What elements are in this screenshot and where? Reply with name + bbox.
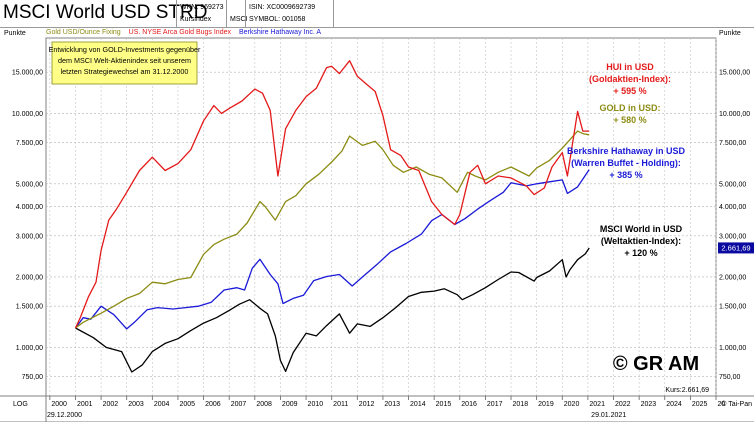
start-date-label: 29.12.2000 bbox=[47, 412, 82, 419]
y-tick-label-right: 750,00 bbox=[719, 374, 741, 381]
annotation-line-msci: + 120 % bbox=[624, 248, 657, 258]
x-tick-label: 2009 bbox=[282, 401, 298, 408]
x-tick-label: 2007 bbox=[231, 401, 247, 408]
annotation-line-hui: + 595 % bbox=[613, 86, 646, 96]
x-tick-label: 2025 bbox=[692, 401, 708, 408]
x-tick-label: 2011 bbox=[333, 401, 348, 408]
annotation-line-msci: (Weltaktien-Index): bbox=[601, 236, 681, 246]
y-tick-label-right: 1.000,00 bbox=[719, 345, 746, 352]
last-price-label: Kurs:2.661,69 bbox=[665, 387, 709, 394]
series-line-hui bbox=[74, 60, 590, 329]
x-tick-label: 2024 bbox=[666, 401, 682, 408]
annotation-msci: MSCI World in USD (Weltaktien-Index): + 12… bbox=[600, 224, 683, 258]
x-tick-label: 2010 bbox=[308, 401, 324, 408]
x-tick-label: 2019 bbox=[538, 401, 554, 408]
annotation-line-gold: + 580 % bbox=[613, 115, 646, 125]
symbol-label: SYMBOL: 001058 bbox=[249, 16, 306, 23]
x-tick-label: 2005 bbox=[179, 401, 195, 408]
plot-area bbox=[45, 37, 717, 397]
end-date-label: 29.01.2021 bbox=[591, 412, 626, 419]
log-scale-label: LOG bbox=[13, 401, 28, 408]
y-tick-label-right: 3.000,00 bbox=[719, 233, 746, 240]
y-axis-label-right: Punkte bbox=[719, 30, 741, 37]
wkn-label: WKN: 969273 bbox=[180, 4, 224, 11]
y-tick-label-right: 2.000,00 bbox=[719, 274, 746, 281]
x-tick-label: 2022 bbox=[615, 401, 631, 408]
annotation-line-brk: Berkshire Hathaway in USD bbox=[567, 146, 686, 156]
x-tick-label: 2018 bbox=[513, 401, 529, 408]
index-type-label: Kursindex bbox=[180, 16, 212, 23]
y-tick-label-left: 2.000,00 bbox=[16, 274, 43, 281]
y-tick-label-right: 5.000,00 bbox=[719, 181, 746, 188]
x-tick-label: 2004 bbox=[154, 401, 170, 408]
annotation-line-hui: (Goldaktien-Index): bbox=[589, 74, 671, 84]
y-tick-label-left: 1.500,00 bbox=[16, 304, 43, 311]
y-tick-label-left: 4.000,00 bbox=[16, 204, 43, 211]
annotation-line-brk: (Warren Buffet - Holding): bbox=[571, 158, 681, 168]
annotation-gold: GOLD in USD: + 580 % bbox=[600, 103, 661, 125]
x-tick-label: 2000 bbox=[51, 401, 67, 408]
legend-entry-brk: Berkshire Hathaway Inc. A bbox=[238, 29, 322, 36]
y-tick-label-left: 5.000,00 bbox=[16, 181, 43, 188]
copyright-watermark: © GR AM bbox=[613, 353, 699, 375]
y-tick-label-right: 10.000,00 bbox=[719, 111, 750, 118]
header-divider bbox=[245, 0, 246, 27]
last-price-badge bbox=[718, 242, 754, 254]
y-tick-label-right: 1.500,00 bbox=[719, 304, 746, 311]
strategy-note-box bbox=[51, 41, 198, 85]
annotation-line-brk: + 385 % bbox=[609, 170, 642, 180]
series-legend: Gold USD/Ounce Fixing US. NYSE Arca Gold… bbox=[46, 28, 321, 38]
y-tick-label-left: 750,00 bbox=[22, 374, 44, 381]
legend-entry-hui: US. NYSE Arca Gold Bugs Index bbox=[128, 29, 231, 36]
header-divider bbox=[176, 0, 177, 27]
header-bar: MSCI World USD STRD WKN: 969273 Kursinde… bbox=[0, 0, 754, 28]
x-tick-label: 2017 bbox=[487, 401, 503, 408]
x-tick-label: 2014 bbox=[410, 401, 426, 408]
annotation-line-gold: GOLD in USD: bbox=[600, 103, 661, 113]
x-tick-label: 2013 bbox=[384, 401, 400, 408]
x-tick-label: 2023 bbox=[641, 401, 657, 408]
x-tick-label: 2002 bbox=[103, 401, 119, 408]
header-divider bbox=[333, 0, 334, 27]
legend-entry-gold: Gold USD/Ounce Fixing bbox=[46, 29, 121, 36]
x-tick-label: 2021 bbox=[589, 401, 605, 408]
y-tick-label-right: 4.000,00 bbox=[719, 204, 746, 211]
chart-title: MSCI World USD STRD bbox=[3, 2, 208, 23]
strategy-note: Entwicklung von GOLD-Investments gegenüb… bbox=[49, 41, 201, 85]
x-tick-label: 2020 bbox=[564, 401, 580, 408]
x-tick-label: 2008 bbox=[256, 401, 272, 408]
x-tick-label: 2001 bbox=[77, 401, 93, 408]
x-tick-label: 2012 bbox=[359, 401, 375, 408]
y-tick-label-right: 15.000,00 bbox=[719, 70, 750, 77]
series-line-brk bbox=[74, 169, 590, 330]
x-tick-label: 2003 bbox=[128, 401, 144, 408]
y-tick-label-left: 7.500,00 bbox=[16, 140, 43, 147]
source-label: © Tai-Pan bbox=[721, 400, 752, 408]
header-divider bbox=[226, 0, 227, 27]
last-price-badge-text: 2.661,69 bbox=[721, 244, 750, 253]
annotation-hui: HUI in USD (Goldaktien-Index): + 595 % bbox=[589, 62, 671, 96]
x-tick-label: 20 bbox=[718, 401, 726, 408]
annotation-line-hui: HUI in USD bbox=[606, 62, 654, 72]
series-line-gold bbox=[75, 130, 590, 329]
y-tick-label-right: 7.500,00 bbox=[719, 140, 746, 147]
y-axis-label-left: Punkte bbox=[4, 30, 26, 37]
x-tick-label: 2016 bbox=[461, 401, 477, 408]
isin-label: ISIN: XC0009692739 bbox=[249, 4, 316, 11]
series-line-msci bbox=[75, 247, 590, 373]
y-tick-label-left: 15.000,00 bbox=[12, 70, 43, 77]
strategy-note-line: dem MSCI Welt-Aktienindex seit unserem bbox=[58, 56, 191, 65]
annotation-line-msci: MSCI World in USD bbox=[600, 224, 683, 234]
y-tick-label-left: 3.000,00 bbox=[16, 233, 43, 240]
strategy-note-line: letzten Strategiewechsel am 31.12.2000 bbox=[61, 67, 189, 76]
x-tick-label: 2015 bbox=[436, 401, 452, 408]
exchange-label: MSCI bbox=[230, 16, 248, 23]
strategy-note-line: Entwicklung von GOLD-Investments gegenüb… bbox=[49, 45, 201, 54]
x-tick-label: 2006 bbox=[205, 401, 221, 408]
y-tick-label-left: 1.000,00 bbox=[16, 345, 43, 352]
annotation-brk: Berkshire Hathaway in USD (Warren Buffet … bbox=[567, 146, 686, 180]
y-tick-label-left: 10.000,00 bbox=[12, 111, 43, 118]
